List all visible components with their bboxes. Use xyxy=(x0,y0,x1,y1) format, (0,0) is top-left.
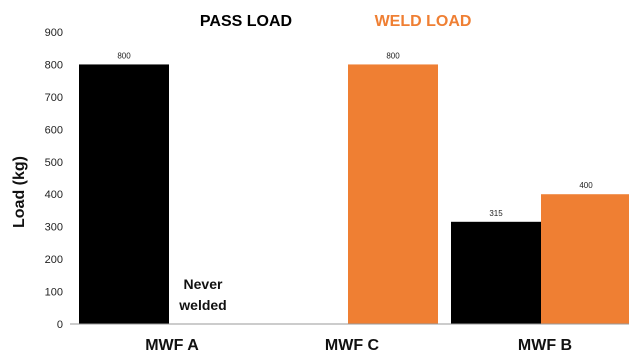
annotation-line-1: Never xyxy=(184,276,223,292)
y-tick-label: 400 xyxy=(45,189,63,201)
y-tick-label: 700 xyxy=(45,92,63,104)
y-tick-label: 900 xyxy=(45,27,63,39)
bar-pass-load-mwf-b xyxy=(451,221,541,324)
data-label: 315 xyxy=(489,209,503,218)
x-axis-categories: MWF A MWF C MWF B xyxy=(145,337,572,354)
y-tick-label: 300 xyxy=(45,222,63,234)
data-label: 800 xyxy=(117,51,131,60)
annotation-line-2: welded xyxy=(178,297,226,313)
never-welded-annotation: Never welded xyxy=(178,276,226,313)
y-tick-label: 0 xyxy=(57,319,63,331)
data-label: 800 xyxy=(386,51,400,60)
x-category-label: MWF A xyxy=(145,337,199,354)
y-tick-label: 800 xyxy=(45,59,63,71)
data-labels: 800 315 800 400 xyxy=(117,51,593,217)
y-tick-label: 600 xyxy=(45,124,63,136)
x-category-label: MWF C xyxy=(325,337,380,354)
data-label: 400 xyxy=(579,181,593,190)
legend-entry-pass-load: PASS LOAD xyxy=(200,13,292,30)
legend-entry-weld-load: WELD LOAD xyxy=(375,13,472,30)
y-tick-label: 500 xyxy=(45,157,63,169)
x-category-label: MWF B xyxy=(518,337,572,354)
legend: PASS LOAD WELD LOAD xyxy=(200,13,472,30)
bars xyxy=(79,64,629,324)
bar-weld-load-mwf-b xyxy=(541,194,629,324)
y-axis-label: Load (kg) xyxy=(11,156,28,228)
bar-pass-load-mwf-a xyxy=(79,64,169,324)
y-tick-label: 100 xyxy=(45,287,63,299)
y-tick-label: 200 xyxy=(45,254,63,266)
y-axis-ticks: 0 100 200 300 400 500 600 700 800 900 xyxy=(45,27,63,331)
bar-weld-load-mwf-c xyxy=(348,64,438,324)
